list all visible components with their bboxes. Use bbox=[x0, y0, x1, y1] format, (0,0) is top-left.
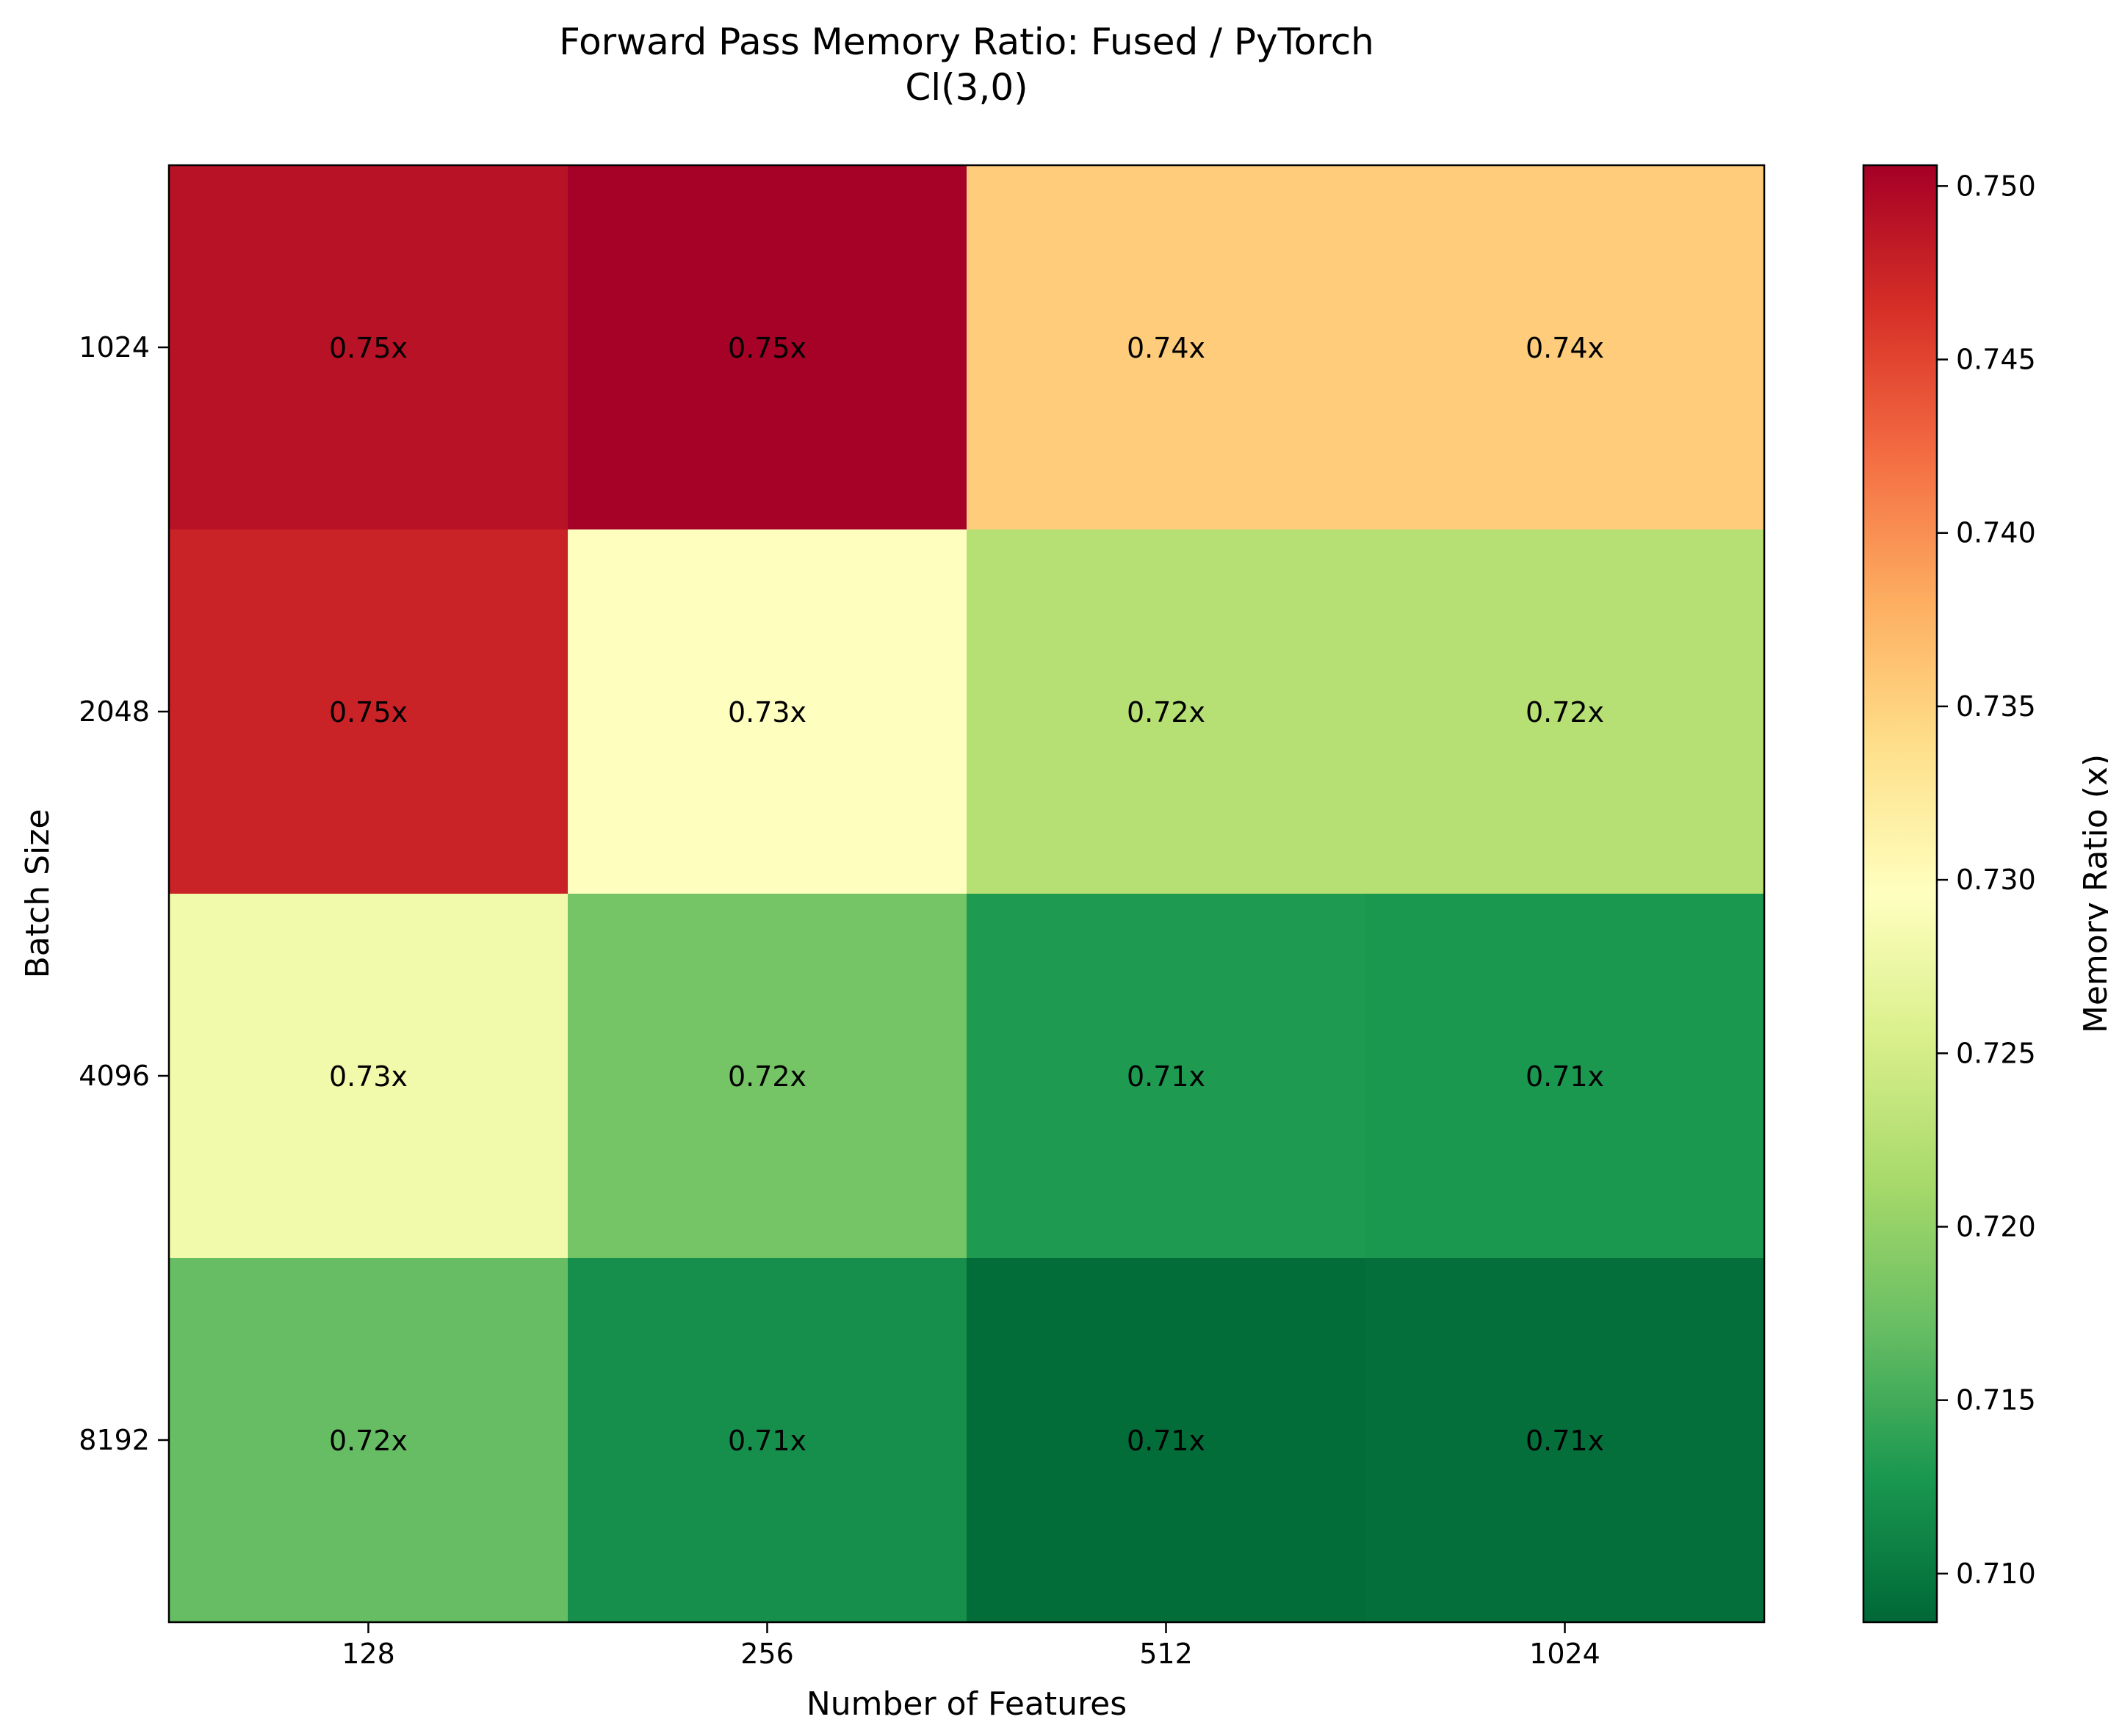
cell-value-label: 0.72x bbox=[329, 1425, 408, 1457]
heatmap-cell bbox=[967, 894, 1366, 1259]
cell-value-label: 0.74x bbox=[1127, 332, 1205, 364]
cell-value-label: 0.71x bbox=[1526, 1060, 1604, 1093]
colorbar-tick-label: 0.745 bbox=[1956, 344, 2036, 376]
colorbar-tick-label: 0.720 bbox=[1956, 1210, 2036, 1243]
y-tick-label: 1024 bbox=[79, 331, 150, 364]
y-tick-label: 4096 bbox=[79, 1060, 150, 1092]
heatmap-cell bbox=[1365, 165, 1765, 530]
cell-value-label: 0.75x bbox=[329, 332, 408, 364]
heatmap-cell bbox=[169, 165, 568, 530]
cell-value-label: 0.75x bbox=[728, 332, 806, 364]
x-tick-label: 1024 bbox=[1529, 1638, 1600, 1670]
colorbar bbox=[1862, 164, 1938, 1624]
plot-frame bbox=[167, 164, 1766, 1624]
cell-value-label: 0.74x bbox=[1526, 332, 1604, 364]
heatmap-cell bbox=[169, 529, 568, 894]
heatmap-cell bbox=[967, 165, 1366, 530]
heatmap-cell bbox=[169, 894, 568, 1259]
cell-value-label: 0.73x bbox=[728, 696, 806, 728]
x-axis-label: Number of Features bbox=[806, 1685, 1127, 1723]
cell-value-label: 0.75x bbox=[329, 696, 408, 728]
heatmap-cell bbox=[1365, 529, 1765, 894]
heatmap-cell bbox=[568, 1258, 967, 1623]
heatmap-cell bbox=[1365, 894, 1765, 1259]
cell-value-label: 0.71x bbox=[1127, 1060, 1205, 1093]
chart-title: Forward Pass Memory Ratio: Fused / PyTor… bbox=[559, 21, 1374, 63]
colorbar-ticks: 0.710 0.715 0.720 0.725 0.730 0.735 0.740 0.745… bbox=[1937, 170, 2036, 1590]
colorbar-label: Memory Ratio (x) bbox=[2077, 754, 2108, 1033]
heatmap-cell bbox=[568, 894, 967, 1259]
x-tick-label: 256 bbox=[740, 1638, 794, 1670]
colorbar-tick-label: 0.710 bbox=[1956, 1558, 2036, 1590]
heatmap-cell bbox=[169, 1258, 568, 1623]
cell-value-label: 0.71x bbox=[1127, 1425, 1205, 1457]
y-axis-label: Batch Size bbox=[19, 809, 57, 979]
chart-subtitle: Cl(3,0) bbox=[905, 66, 1028, 109]
x-tick-label: 128 bbox=[342, 1638, 395, 1670]
cell-value-label: 0.72x bbox=[1526, 696, 1604, 728]
colorbar-tick-label: 0.725 bbox=[1956, 1037, 2036, 1069]
heatmap-cell bbox=[967, 529, 1366, 894]
cell-value-label: 0.71x bbox=[728, 1425, 806, 1457]
x-tick-label: 512 bbox=[1139, 1638, 1193, 1670]
colorbar-tick-label: 0.730 bbox=[1956, 864, 2036, 896]
y-tick-label: 8192 bbox=[79, 1424, 150, 1456]
heatmap-cell bbox=[967, 1258, 1366, 1623]
x-axis-ticks: 128 256 512 1024 bbox=[342, 1622, 1600, 1670]
cell-value-label: 0.73x bbox=[329, 1060, 408, 1093]
colorbar-tick-label: 0.750 bbox=[1956, 170, 2036, 202]
colorbar-tick-label: 0.735 bbox=[1956, 690, 2036, 723]
heatmap-cell bbox=[568, 529, 967, 894]
heatmap-cell bbox=[1365, 1258, 1765, 1623]
cell-value-label: 0.72x bbox=[1127, 696, 1205, 728]
heatmap-cell bbox=[568, 165, 967, 530]
y-tick-label: 2048 bbox=[79, 695, 150, 728]
cell-value-label: 0.72x bbox=[728, 1060, 806, 1093]
cell-value-label: 0.71x bbox=[1526, 1425, 1604, 1457]
colorbar-tick-label: 0.740 bbox=[1956, 517, 2036, 549]
heatmap-cell-labels: 0.75x 0.75x 0.74x 0.74x 0.75x 0.73x 0.72x 0.72x… bbox=[329, 332, 1604, 1457]
y-axis-ticks: 1024 2048 4096 8192 bbox=[79, 331, 169, 1456]
colorbar-tick-label: 0.715 bbox=[1956, 1384, 2036, 1417]
heatmap-cells bbox=[169, 165, 1765, 1623]
